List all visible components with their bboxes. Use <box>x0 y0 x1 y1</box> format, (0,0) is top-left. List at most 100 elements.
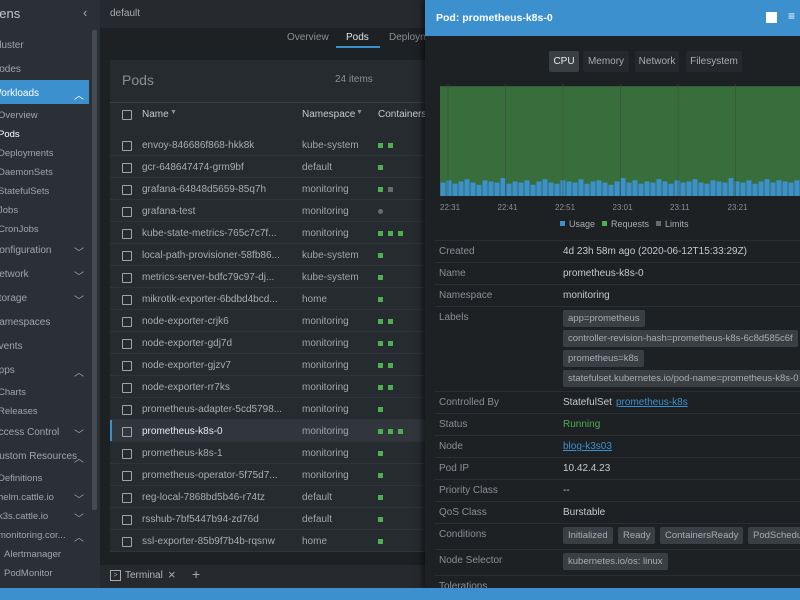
pod-name[interactable]: node-exporter-gjzv7 <box>142 360 231 371</box>
pod-name[interactable]: kube-state-metrics-765c7c7f... <box>142 228 277 239</box>
pod-name[interactable]: prometheus-adapter-5cd5798... <box>142 404 283 415</box>
checkbox[interactable] <box>122 537 132 547</box>
pod-name[interactable]: node-exporter-gdj7d <box>142 338 233 349</box>
nav-item[interactable]: StatefulSets <box>0 185 50 197</box>
checkbox[interactable] <box>122 317 132 327</box>
checkbox[interactable] <box>122 207 132 217</box>
checkbox[interactable] <box>122 383 132 393</box>
pod-name[interactable]: gcr-648647474-grm9bf <box>142 162 244 173</box>
chevron[interactable]: ︿ <box>74 454 84 465</box>
chevron[interactable]: ﹀ <box>74 430 84 441</box>
nav-item[interactable]: Custom Resources <box>0 451 78 462</box>
nav-item[interactable]: monitoring.cor... <box>0 529 66 541</box>
pod-namespace: monitoring <box>302 360 349 371</box>
nav-item[interactable]: Apps <box>0 365 15 376</box>
detail-link[interactable]: blog-k3s03 <box>563 441 612 452</box>
pod-name[interactable]: prometheus-operator-5f75d7... <box>142 470 278 481</box>
nav-item[interactable]: Workloads <box>0 88 40 99</box>
column-header[interactable]: Name <box>142 109 169 120</box>
nav-item[interactable]: Jobs <box>0 204 19 216</box>
pod-name[interactable]: node-exporter-rr7ks <box>142 382 230 393</box>
nav-item[interactable]: Definitions <box>0 472 43 484</box>
pod-name[interactable]: node-exporter-crjk6 <box>142 316 229 327</box>
nav-item[interactable]: Pods <box>0 128 20 140</box>
checkbox[interactable] <box>122 251 132 261</box>
detail-link[interactable]: prometheus-k8s <box>616 397 688 408</box>
nav-item[interactable]: CronJobs <box>0 223 39 235</box>
nav-item[interactable]: Network <box>0 269 29 280</box>
pod-name[interactable]: ssl-exporter-85b9f7b4b-rqsnw <box>142 536 275 547</box>
column-header[interactable]: Containers <box>378 109 425 120</box>
metric-tab[interactable]: Filesystem <box>690 56 738 67</box>
tab[interactable]: Overview <box>287 32 329 43</box>
pod-name[interactable]: reg-local-7868bd5b46-r74tz <box>142 492 265 503</box>
nav-item[interactable]: k3s.cattle.io <box>0 510 49 522</box>
metric-tab-bg[interactable] <box>686 51 742 72</box>
nav-item[interactable]: Overview <box>0 109 38 121</box>
chevron[interactable]: ﹀ <box>74 296 84 307</box>
pod-name[interactable]: envoy-846686f868-hkk8k <box>142 140 255 151</box>
collapse-btn[interactable]: ‹ <box>83 5 88 20</box>
pod-name[interactable]: local-path-provisioner-58fb86... <box>142 250 280 261</box>
checkbox[interactable] <box>122 449 132 459</box>
checkbox[interactable] <box>122 163 132 173</box>
add-btn[interactable]: + <box>192 566 201 582</box>
nav-item[interactable]: PodMonitor <box>4 567 53 579</box>
checkbox[interactable] <box>122 493 132 503</box>
checkbox[interactable] <box>122 361 132 371</box>
checkbox[interactable] <box>122 427 132 437</box>
nav-item[interactable]: Nodes <box>0 64 21 75</box>
chevron[interactable]: ﹀ <box>74 248 84 259</box>
chevron[interactable]: ﹀ <box>74 494 84 506</box>
checkbox[interactable] <box>122 273 132 283</box>
checkbox[interactable] <box>122 110 132 120</box>
pod-name[interactable]: prometheus-k8s-1 <box>142 448 223 459</box>
namespace[interactable]: default <box>110 8 141 19</box>
chevron[interactable]: ︿ <box>74 532 84 544</box>
shell-icon[interactable] <box>766 12 777 23</box>
menu-icon[interactable]: ≡ <box>788 9 796 23</box>
pod-name[interactable]: mikrotik-exporter-6bdbd4bcd... <box>142 294 278 305</box>
nav-item[interactable]: Namespaces <box>0 317 51 328</box>
checkbox[interactable] <box>122 295 132 305</box>
column-header[interactable]: Namespace <box>302 109 356 120</box>
tab[interactable]: Pods <box>346 32 369 43</box>
nav-item[interactable]: helm.cattle.io <box>0 491 54 503</box>
chevron[interactable]: ︿ <box>74 91 84 102</box>
tab[interactable]: Deployments <box>389 32 425 43</box>
metric-tab-bg[interactable] <box>549 51 579 72</box>
metric-tab[interactable]: CPU <box>553 56 575 67</box>
pod-name[interactable]: grafana-64848d5659-85q7h <box>142 184 266 195</box>
metric-tab[interactable]: Memory <box>587 56 625 67</box>
checkbox[interactable] <box>122 515 132 525</box>
close-btn[interactable]: × <box>168 567 176 582</box>
metric-tab-bg[interactable] <box>635 51 679 72</box>
nav-item[interactable]: DaemonSets <box>0 166 53 178</box>
metric-tab[interactable]: Network <box>638 56 676 67</box>
checkbox[interactable] <box>122 405 132 415</box>
chevron[interactable]: ︿ <box>74 368 84 379</box>
checkbox[interactable] <box>122 185 132 195</box>
nav-item[interactable]: Storage <box>0 293 28 304</box>
nav-item[interactable]: Charts <box>0 386 26 398</box>
nav-item[interactable]: Events <box>0 341 23 352</box>
nav-item[interactable]: Releases <box>0 405 38 417</box>
checkbox[interactable] <box>122 339 132 349</box>
nav-item[interactable]: Alertmanager <box>4 548 62 560</box>
checkbox[interactable] <box>122 229 132 239</box>
usage-bar <box>494 182 500 196</box>
pod-name[interactable]: prometheus-k8s-0 <box>142 426 223 437</box>
metric-tab-bg[interactable] <box>583 51 629 72</box>
terminal-tab[interactable]: Terminal <box>125 570 163 581</box>
chevron[interactable]: ﹀ <box>74 513 84 525</box>
pod-name[interactable]: grafana-test <box>142 206 196 217</box>
checkbox[interactable] <box>122 141 132 151</box>
nav-item[interactable]: Access Control <box>0 427 60 438</box>
nav-item[interactable]: Configuration <box>0 245 52 256</box>
pod-name[interactable]: rsshub-7bf5447b94-zd76d <box>142 514 259 525</box>
chevron[interactable]: ﹀ <box>74 272 84 283</box>
checkbox[interactable] <box>122 471 132 481</box>
nav-item[interactable]: Cluster <box>0 40 24 51</box>
pod-name[interactable]: metrics-server-bdfc79c97-dj... <box>142 272 275 283</box>
nav-item[interactable]: Deployments <box>0 147 54 159</box>
